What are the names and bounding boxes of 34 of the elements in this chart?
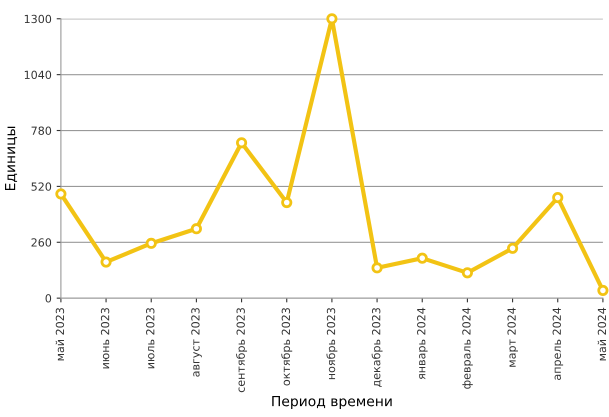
point	[416, 252, 428, 264]
x-tick-label: июль 2023	[146, 308, 154, 368]
x-tick-label: февраль 2024	[462, 308, 473, 389]
x-tick-label: январь 2024	[417, 308, 428, 380]
point	[190, 223, 202, 234]
x-tick-label: июнь 2023	[100, 308, 110, 368]
y-tick-label: 1040	[24, 70, 52, 80]
point	[552, 192, 564, 204]
x-axis-title: Период времени	[272, 396, 392, 410]
x-tick-label: сентябрь 2023	[236, 308, 248, 392]
x-tick-label: март 2024	[507, 308, 518, 367]
point	[236, 137, 248, 148]
point	[462, 267, 473, 278]
point	[100, 256, 112, 268]
point	[146, 238, 157, 249]
x-tick-label: октябрь 2023	[281, 308, 292, 386]
x-tick-label: май 2024	[598, 308, 606, 360]
point	[372, 262, 383, 274]
y-tick-label: 1300	[24, 14, 52, 24]
y-tick-label: 260	[31, 238, 52, 247]
y-tick-label: 520	[32, 182, 52, 191]
point	[281, 196, 292, 208]
x-tick-label: ноябрь 2023	[326, 308, 338, 380]
point	[326, 13, 338, 24]
x-tick-label: август 2023	[191, 308, 202, 377]
x-tick-label: апрель 2024	[552, 308, 564, 380]
x-tick-label: май 2023	[56, 308, 64, 360]
y-tick-label: 780	[32, 126, 52, 135]
point	[597, 284, 608, 296]
point	[507, 242, 518, 254]
y-tick-label: 0	[46, 294, 52, 303]
point	[55, 188, 66, 200]
y-axis-title: Единицы	[5, 126, 18, 190]
x-tick-label: декабрь 2023	[372, 308, 383, 387]
